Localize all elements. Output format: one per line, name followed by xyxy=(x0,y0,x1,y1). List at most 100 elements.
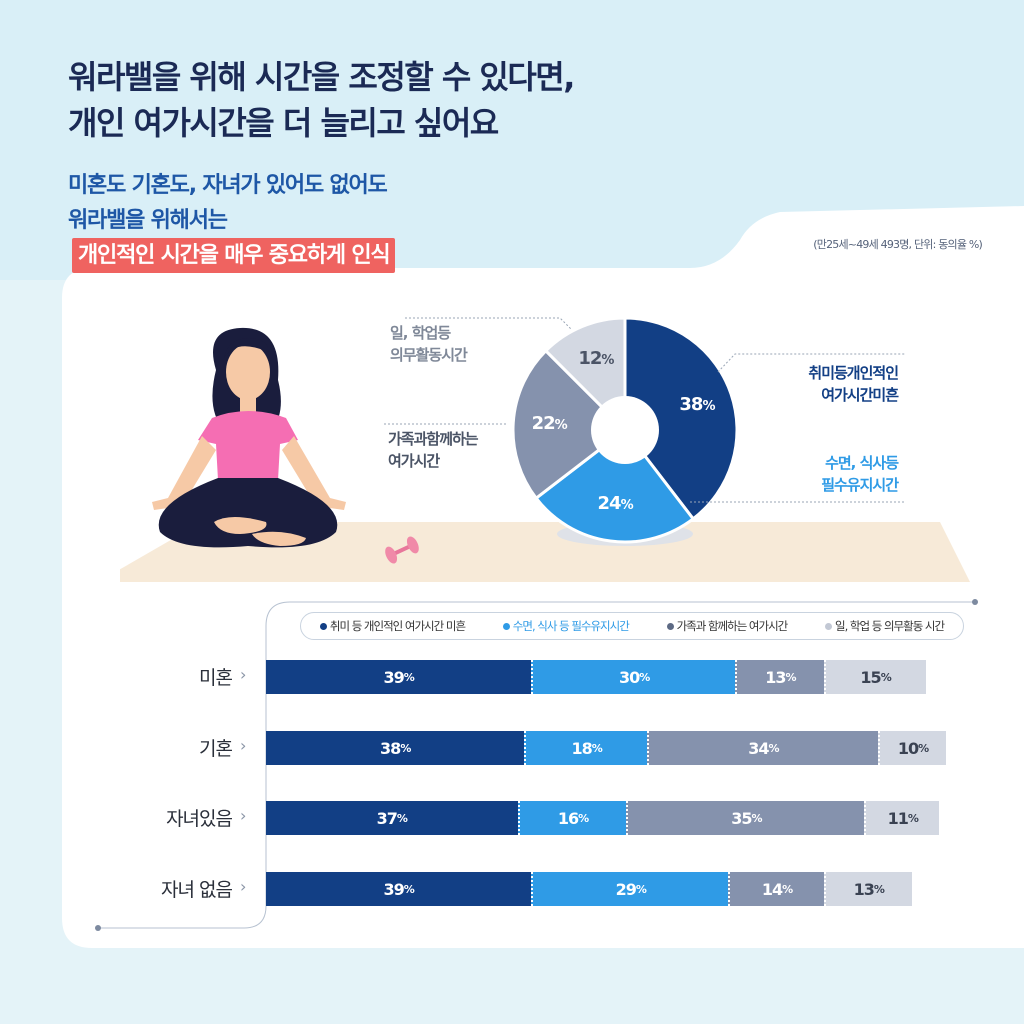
bar-segment-3-2: 14% xyxy=(728,872,824,906)
pie-chart xyxy=(511,316,739,546)
bar-segment-2-2: 35% xyxy=(626,801,865,835)
yoga-illustration xyxy=(120,327,970,582)
legend-dot-essential xyxy=(502,622,510,630)
bar-row-2: 37% 16% 35% 11% xyxy=(266,801,940,835)
bar-segment-3-3: 13% xyxy=(823,872,912,906)
subtitle-line-2: 워라밸을 위해서는 xyxy=(68,208,228,233)
pie-callout-duty-line1: 일, 학업등 xyxy=(390,324,451,342)
bar-value-label-1-3: 10 xyxy=(897,738,919,758)
chevron-right-icon: › xyxy=(240,806,247,825)
bar-row-1: 38% 18% 34% 10% xyxy=(266,731,946,765)
subtitle-line-1: 미혼도 기혼도, 자녀가 있어도 없어도 xyxy=(68,173,388,198)
subtitle-highlight: 개인적인 시간을 매우 중요하게 인식 xyxy=(72,238,396,273)
legend-dot-family xyxy=(666,622,674,630)
bar-value-label-0-2: 13 xyxy=(765,667,786,687)
pie-callout-family-line2: 여가시간 xyxy=(388,452,440,470)
pie-callout-essential: 수면, 식사등 필수유지시간 xyxy=(760,452,899,496)
bar-segment-0-3: 15% xyxy=(823,660,926,694)
bar-segment-2-1: 16% xyxy=(517,801,627,835)
bar-value-unit-0-3: % xyxy=(880,670,892,684)
bar-value-label-2-1: 16 xyxy=(557,808,579,828)
pie-value-unit-1: % xyxy=(620,498,634,514)
bar-value-unit-2-0: % xyxy=(396,811,408,825)
dumbbell-icon xyxy=(385,536,419,564)
bar-segment-3-1: 29% xyxy=(531,872,729,906)
pie-value-number-3: 12 xyxy=(578,347,602,369)
legend-item-essential: 수면, 식사 등 필수유지시간 xyxy=(502,618,630,634)
source-note: (만25세~49세 493명, 단위: 동의율 %) xyxy=(813,238,983,251)
bar-value-label-3-1: 29 xyxy=(615,879,637,899)
legend-label-duty: 일, 학업 등 의무활동 시간 xyxy=(835,619,945,633)
bar-legend: 취미 등 개인적인 여가시간 미흔 수면, 식사 등 필수유지시간 가족과 함께… xyxy=(300,612,964,640)
bar-value-label-0-1: 30 xyxy=(619,667,640,687)
bar-value-unit-0-1: % xyxy=(639,670,650,684)
bar-row-3: 39% 29% 14% 13% xyxy=(266,872,912,906)
yoga-woman-icon xyxy=(152,327,346,548)
bar-value-unit-0-0: % xyxy=(403,670,415,684)
chevron-right-icon: › xyxy=(240,665,247,684)
legend-item-personal: 취미 등 개인적인 여가시간 미흔 xyxy=(319,618,466,634)
bar-value-unit-0-2: % xyxy=(785,670,797,684)
bar-value-label-3-2: 14 xyxy=(761,879,783,899)
bar-value-label-2-3: 11 xyxy=(887,808,909,828)
bar-value-unit-2-2: % xyxy=(751,811,763,825)
bar-value-unit-3-3: % xyxy=(873,882,885,896)
pie-slice-3 xyxy=(543,316,627,434)
bar-row-label-0: 미혼 xyxy=(199,667,233,689)
bar-segment-0-0: 39% xyxy=(266,660,532,694)
bar-row-label-3: 자녀 없음 xyxy=(161,879,233,901)
bar-value-unit-1-3: % xyxy=(918,741,929,755)
pie-value-label-0: 38% xyxy=(673,394,721,415)
page-title: 워라밸을 위해 시간을 조정할 수 있다면, 개인 여가시간을 더 늘리고 싶어… xyxy=(68,54,575,146)
pie-hole xyxy=(591,396,659,464)
pie-callout-essential-line1: 수면, 식사등 xyxy=(825,454,899,472)
bar-row-label-1: 기혼 xyxy=(199,738,233,760)
title-line-1: 워라밸을 위해 시간을 조정할 수 있다면, xyxy=(68,58,575,96)
pie-callout-personal-line2: 여가시간미흔 xyxy=(821,386,899,404)
bar-value-unit-1-0: % xyxy=(400,741,411,755)
bar-segment-2-0: 37% xyxy=(266,801,518,835)
legend-dot-duty xyxy=(825,622,833,630)
bar-value-unit-3-0: % xyxy=(403,882,415,896)
chevron-right-icon: › xyxy=(240,736,247,755)
chevron-right-icon: › xyxy=(240,877,247,896)
bar-value-label-3-3: 13 xyxy=(853,879,875,899)
bar-segment-2-3: 11% xyxy=(864,801,940,835)
pie-callout-personal-line1: 취미등개인적인 xyxy=(808,364,899,382)
pie-callout-family-line1: 가족과함께하는 xyxy=(388,430,479,448)
pie-value-unit-3: % xyxy=(601,352,614,368)
legend-dot-personal xyxy=(319,622,327,630)
pie-callout-duty-line2: 의무활동시간 xyxy=(390,346,468,364)
pie-callout-duty: 일, 학업등 의무활동시간 xyxy=(390,322,468,366)
floor-mat xyxy=(120,522,970,582)
pie-callout-personal: 취미등개인적인 여가시간미흔 xyxy=(760,362,899,406)
bar-value-label-0-0: 39 xyxy=(383,667,404,687)
pie-value-label-3: 12% xyxy=(572,348,620,369)
bar-segment-3-0: 39% xyxy=(266,872,532,906)
bar-segment-0-1: 30% xyxy=(531,660,736,694)
pie-slice-2 xyxy=(511,348,628,501)
bar-value-label-0-3: 15 xyxy=(860,667,881,687)
pie-callout-family: 가족과함께하는 여가시간 xyxy=(388,428,479,472)
pie-value-unit-0: % xyxy=(702,398,715,414)
legend-label-family: 가족과 함께하는 여가시간 xyxy=(676,619,789,633)
bar-value-unit-3-2: % xyxy=(782,882,793,896)
legend-label-personal: 취미 등 개인적인 여가시간 미흔 xyxy=(329,619,466,633)
legend-item-duty: 일, 학업 등 의무활동 시간 xyxy=(825,618,945,634)
bar-value-unit-1-2: % xyxy=(768,741,779,755)
bar-value-label-2-0: 37 xyxy=(376,808,398,828)
bar-segment-1-1: 18% xyxy=(524,731,647,765)
bar-value-label-1-2: 34 xyxy=(748,738,769,758)
bar-row-0: 39% 30% 13% 15% xyxy=(266,660,926,694)
pie-slice-1 xyxy=(534,427,696,544)
bar-value-label-1-1: 18 xyxy=(571,738,592,758)
bar-value-unit-1-1: % xyxy=(591,741,603,755)
bar-value-unit-3-1: % xyxy=(635,882,647,896)
bar-value-label-2-2: 35 xyxy=(731,808,752,828)
bar-value-label-1-0: 38 xyxy=(380,738,401,758)
